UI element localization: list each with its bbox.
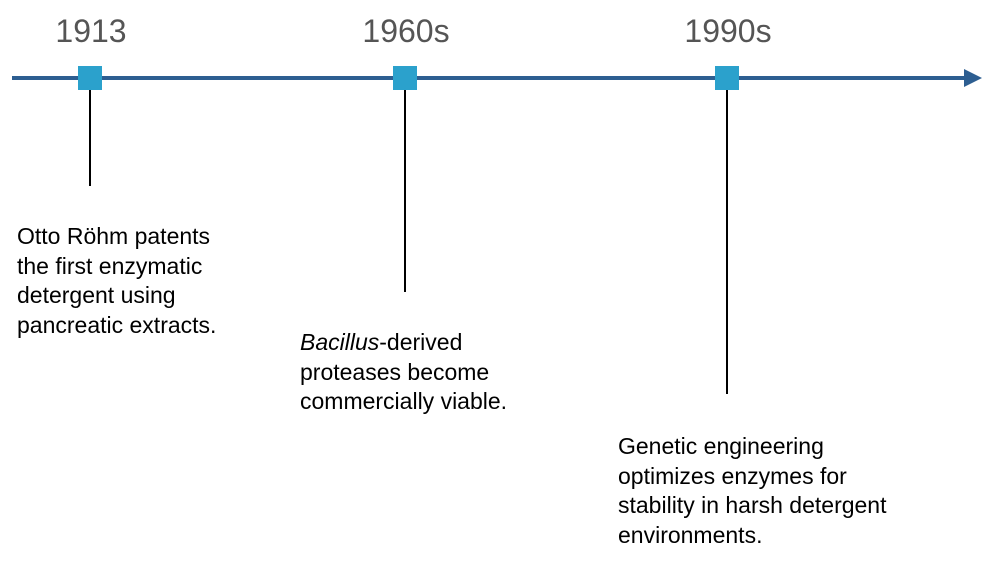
event-line: Otto Röhm patents xyxy=(17,223,211,249)
italic-term: Bacillus xyxy=(300,329,380,355)
event-line: Genetic engineering xyxy=(618,433,824,459)
year-label-1990s: 1990s xyxy=(684,13,772,49)
event-line: detergent using xyxy=(17,282,176,308)
event-line-rest: -derived xyxy=(379,329,463,355)
event-line: pancreatic extracts. xyxy=(17,311,217,338)
year-label-1960s: 1960s xyxy=(362,13,450,49)
timeline-axis xyxy=(12,76,967,80)
timeline-marker-1913 xyxy=(78,66,102,90)
event-line: proteases become xyxy=(300,358,490,385)
event-line: environments. xyxy=(618,521,763,548)
connector-line-1913 xyxy=(89,90,91,186)
event-description-1990s: Genetic engineering optimizes enzymes fo… xyxy=(618,432,887,550)
event-line: stability in harsh detergent xyxy=(618,492,887,518)
timeline-marker-1990s xyxy=(715,66,739,90)
event-description-1960s: Bacillus-derived proteases become commer… xyxy=(300,328,507,417)
timeline-marker-1960s xyxy=(393,66,417,90)
arrowhead-icon xyxy=(964,69,982,87)
event-line: optimizes enzymes for xyxy=(618,462,847,489)
connector-line-1960s xyxy=(404,90,406,292)
event-line: commercially viable. xyxy=(300,388,508,414)
event-description-1913: Otto Röhm patents the first enzymatic de… xyxy=(17,222,216,340)
event-line: Bacillus-derived xyxy=(300,328,507,358)
connector-line-1990s xyxy=(726,90,728,394)
event-line: the first enzymatic xyxy=(17,252,203,279)
year-label-1913: 1913 xyxy=(55,13,127,49)
